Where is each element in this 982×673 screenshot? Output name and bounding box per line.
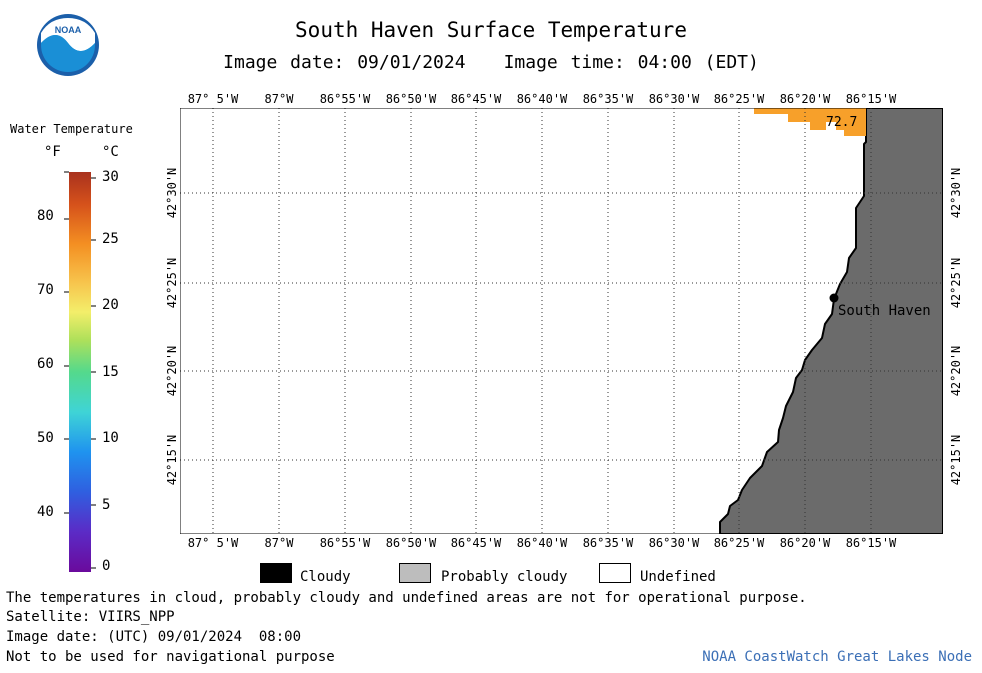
lon-label-top: 86°20'W — [779, 92, 831, 106]
lon-label-top: 86°35'W — [582, 92, 634, 106]
probably-cloudy-swatch — [399, 563, 431, 583]
lon-label-bottom: 86°25'W — [713, 536, 765, 550]
f-tick: 60 — [37, 356, 54, 372]
lat-label-left: 42°25'N — [165, 257, 179, 309]
south-haven-marker — [829, 293, 839, 303]
c-tick: 20 — [102, 297, 119, 313]
map-panel — [180, 108, 943, 534]
noaa-logo: NOAA — [37, 14, 99, 76]
lon-label-bottom: 86°40'W — [516, 536, 568, 550]
page-title: South Haven Surface Temperature — [295, 18, 687, 42]
lon-label-top: 86°40'W — [516, 92, 568, 106]
lon-label-bottom: 86°50'W — [385, 536, 437, 550]
c-tick: 0 — [102, 558, 111, 574]
lat-label-left: 42°20'N — [165, 345, 179, 397]
disclaimer-text: The temperatures in cloud, probably clou… — [6, 590, 807, 606]
lat-label-right: 42°20'N — [949, 345, 963, 397]
temperature-value-label: 72.7 — [826, 115, 858, 130]
lat-label-right: 42°30'N — [949, 167, 963, 219]
graticule — [180, 108, 943, 534]
lon-label-bottom: 86°55'W — [319, 536, 371, 550]
f-tick: 50 — [37, 430, 54, 446]
color-scale-ticks — [64, 171, 96, 569]
unit-celsius: °C — [102, 144, 119, 160]
lon-label-top: 87°W — [264, 92, 294, 106]
lon-label-bottom: 86°45'W — [450, 536, 502, 550]
lon-label-top: 86°55'W — [319, 92, 371, 106]
c-tick: 5 — [102, 497, 111, 513]
lat-label-right: 42°25'N — [949, 257, 963, 309]
undefined-swatch — [599, 563, 631, 583]
f-tick: 70 — [37, 282, 54, 298]
warm-water-area — [754, 108, 866, 136]
lon-label-bottom: 86°30'W — [648, 536, 700, 550]
f-tick: 80 — [37, 208, 54, 224]
legend-title: Water Temperature — [10, 122, 133, 136]
land-area — [719, 108, 943, 534]
image-date: Image date: 09/01/2024 — [223, 52, 466, 73]
image-datetime: Image date: 09/01/2024 Image time: 04:00 … — [0, 52, 982, 73]
lon-label-bottom: 87° 5'W — [187, 536, 239, 550]
utc-date-text: Image date: (UTC) 09/01/2024 08:00 — [6, 629, 302, 645]
lat-label-left: 42°15'N — [165, 434, 179, 486]
logo-text: NOAA — [55, 25, 82, 35]
lon-label-bottom: 86°15'W — [845, 536, 897, 550]
lon-label-top: 86°25'W — [713, 92, 765, 106]
credit-text: NOAA CoastWatch Great Lakes Node — [702, 649, 972, 665]
unit-fahrenheit: °F — [44, 144, 61, 160]
lon-label-top: 86°30'W — [648, 92, 700, 106]
c-tick: 25 — [102, 231, 119, 247]
c-tick: 10 — [102, 430, 119, 446]
probably-cloudy-label: Probably cloudy — [441, 569, 568, 585]
lon-label-bottom: 86°35'W — [582, 536, 634, 550]
c-tick: 15 — [102, 364, 119, 380]
cloudy-swatch — [260, 563, 292, 583]
lon-label-bottom: 86°20'W — [779, 536, 831, 550]
lon-label-top: 86°45'W — [450, 92, 502, 106]
lon-label-bottom: 87°W — [264, 536, 294, 550]
image-time: Image time: 04:00 (EDT) — [503, 52, 759, 73]
temperature-color-scale — [69, 172, 91, 572]
lon-label-top: 87° 5'W — [187, 92, 239, 106]
undefined-label: Undefined — [640, 569, 716, 585]
lat-label-left: 42°30'N — [165, 167, 179, 219]
place-label: South Haven — [838, 303, 931, 319]
lat-label-right: 42°15'N — [949, 434, 963, 486]
lon-label-top: 86°50'W — [385, 92, 437, 106]
navigation-warning: Not to be used for navigational purpose — [6, 649, 335, 665]
lon-label-top: 86°15'W — [845, 92, 897, 106]
f-tick: 40 — [37, 504, 54, 520]
c-tick: 30 — [102, 169, 119, 185]
cloudy-label: Cloudy — [300, 569, 351, 585]
satellite-text: Satellite: VIIRS_NPP — [6, 609, 175, 625]
